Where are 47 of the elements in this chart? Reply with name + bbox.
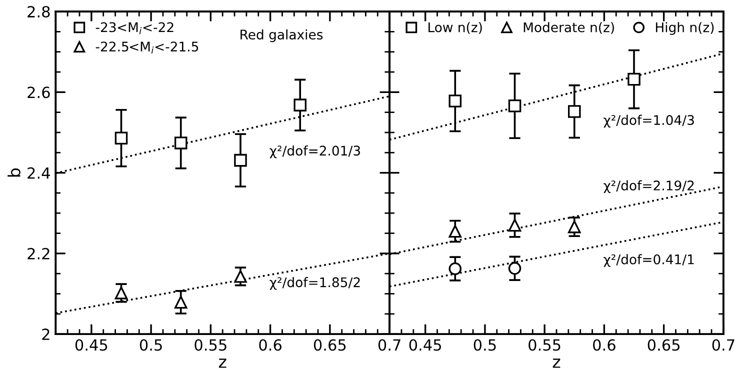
point	[174, 296, 188, 309]
annotation: χ²/dof=1.04/3	[604, 114, 694, 128]
x-axis-title: z	[218, 358, 226, 368]
y-tick-label: 2.8	[28, 6, 50, 18]
point	[628, 72, 640, 86]
y-tick-label: 2.6	[28, 86, 50, 98]
point	[114, 132, 128, 145]
point	[234, 270, 247, 283]
point	[568, 105, 581, 118]
x-tick-label: 0.7	[378, 339, 400, 351]
x-tick-label: 0.55	[194, 339, 226, 351]
y-tick-label: 2.4	[28, 167, 50, 179]
x-tick-label: 0.65	[648, 339, 680, 351]
annotation: χ²/dof=2.01/3	[270, 145, 360, 158]
x-tick-label: 0.55	[528, 339, 560, 351]
point	[294, 98, 307, 112]
x-tick-label: 0.6	[259, 339, 282, 351]
y-tick-label: 2	[42, 328, 50, 340]
x-tick-label: 0.45	[75, 339, 108, 351]
point	[448, 94, 462, 108]
y-axis-title: b	[8, 168, 20, 177]
y-tick-label: 2.2	[28, 248, 50, 260]
point	[508, 99, 522, 112]
point	[448, 262, 462, 276]
point	[508, 262, 522, 275]
x-tick-label: 0.6	[593, 339, 616, 351]
legend-label: High n(z)	[656, 22, 714, 35]
point	[508, 218, 522, 232]
x-tick-label: 0.5	[474, 339, 496, 351]
legend-label: -22.5<M$_{i}$<-21.5	[96, 42, 198, 54]
x-tick-label: 0.65	[314, 339, 346, 351]
point	[448, 224, 462, 238]
point	[174, 136, 188, 150]
annotation: χ²/dof=1.85/2	[270, 277, 360, 290]
x-tick-label: 0.5	[140, 339, 162, 351]
x-tick-label: 0.45	[409, 339, 441, 351]
annotation: Red galaxies	[240, 29, 323, 42]
legend-label: -23<M$_{i}$<-22	[96, 22, 174, 34]
legend-label: Low n(z)	[428, 22, 482, 34]
point	[114, 286, 128, 300]
point	[234, 154, 247, 167]
x-axis-title: z	[552, 358, 560, 368]
annotation: χ²/dof=0.41/1	[604, 254, 694, 267]
annotation: χ²/dof=2.19/2	[604, 180, 694, 194]
legend-label: Moderate n(z)	[524, 22, 614, 34]
x-tick-label: 0.7	[712, 339, 734, 351]
point	[568, 220, 581, 234]
